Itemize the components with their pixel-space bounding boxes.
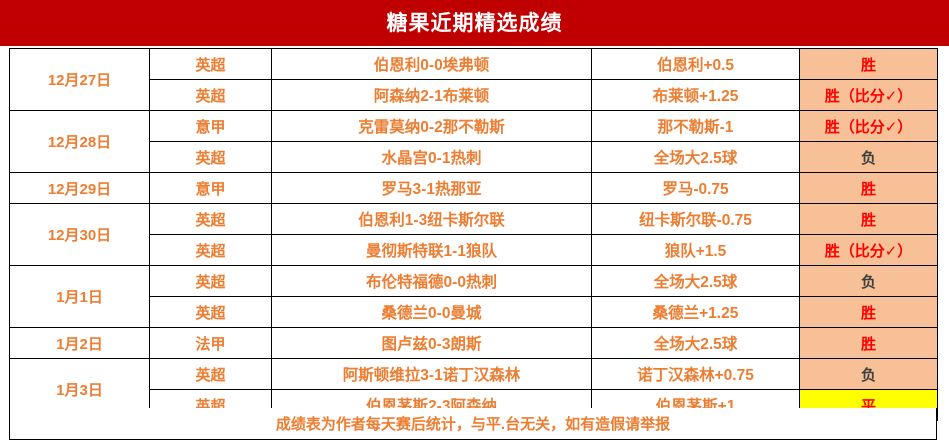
table-row: 1月2日 法甲 图卢兹0-3朗斯 全场大2.5球胜 (9, 327, 938, 359)
cell-match: 桑德兰0-0曼城 (271, 296, 592, 328)
cell-league: 英超 (149, 234, 272, 266)
cell-league: 英超 (149, 265, 272, 297)
footer-note: 成绩表为作者每天赛后统计，与平.台无关，如有造假请举报 (9, 408, 937, 440)
cell-match: 罗马3-1热那亚 (271, 172, 592, 204)
cell-league: 英超 (149, 141, 272, 173)
table-row: 1月3日 英超 阿斯顿维拉3-1诺丁汉森林 诺丁汉森林+0.75 负 (9, 358, 938, 421)
table-row: 英超 曼彻斯特联1-1狼队 狼队+1.5 胜（比分✓） (10, 234, 938, 266)
cell-league: 英超 (149, 48, 272, 80)
cell-match: 布伦特福德0-0热刺 (271, 265, 592, 297)
cell-match: 克雷莫纳0-2那不勒斯 (271, 110, 592, 142)
cell-league: 英超 (149, 358, 272, 390)
cell-result: 胜 (799, 172, 938, 204)
cell-handicap: 罗马-0.75 (591, 172, 800, 204)
cell-result: 胜 (799, 48, 938, 80)
cell-date: 1月1日 (9, 265, 150, 328)
cell-result: 负 (799, 358, 938, 390)
cell-date: 12月30日 (9, 203, 150, 266)
cell-result: 负 (799, 141, 938, 173)
cell-handicap: 纽卡斯尔联-0.75 (591, 203, 800, 235)
cell-match: 阿斯顿维拉3-1诺丁汉森林 (271, 358, 592, 390)
cell-handicap: 全场大2.5球 (591, 141, 800, 173)
cell-date: 1月2日 (9, 327, 150, 359)
cell-result: 胜（比分✓） (799, 110, 938, 142)
cell-league: 意甲 (149, 172, 272, 204)
results-table: 12月27日 英超 伯恩利0-0埃弗顿 伯恩利+0.5 胜英超 阿森纳2-1布莱顿 布莱顿+… (9, 48, 938, 421)
cell-result: 胜 (799, 203, 938, 235)
cell-result: 胜（比分✓） (799, 234, 938, 266)
cell-handicap: 伯恩利+0.5 (591, 48, 800, 80)
cell-match: 伯恩利1-3纽卡斯尔联 (271, 203, 592, 235)
cell-match: 阿森纳2-1布莱顿 (271, 79, 592, 111)
cell-result: 胜（比分✓） (799, 79, 938, 111)
cell-handicap: 那不勒斯-1 (591, 110, 800, 142)
cell-handicap: 狼队+1.5 (591, 234, 800, 266)
footer-note-text: 成绩表为作者每天赛后统计，与平.台无关，如有造假请举报 (275, 416, 671, 433)
results-table-body: 12月27日 英超 伯恩利0-0埃弗顿 伯恩利+0.5 胜英超 阿森纳2-1布莱顿 布莱顿+… (9, 48, 938, 421)
cell-league: 英超 (149, 203, 272, 235)
cell-date: 12月29日 (9, 172, 150, 204)
page-title: 糖果近期精选成绩 (386, 11, 563, 35)
table-row: 英超 阿森纳2-1布莱顿 布莱顿+1.25 胜（比分✓） (10, 79, 938, 111)
cell-league: 英超 (149, 79, 272, 111)
table-row: 12月29日 意甲 罗马3-1热那亚 罗马-0.75 胜 (9, 172, 938, 204)
cell-date: 12月28日 (9, 110, 150, 173)
cell-handicap: 布莱顿+1.25 (591, 79, 800, 111)
table-row: 1月1日 英超 布伦特福德0-0热刺 全场大2.5球负 (9, 265, 938, 328)
cell-result: 胜 (799, 296, 938, 328)
cell-result: 胜 (799, 327, 938, 359)
title-banner: 糖果近期精选成绩 (0, 0, 949, 46)
cell-match: 水晶宫0-1热刺 (271, 141, 592, 173)
table-row: 英超 水晶宫0-1热刺 全场大2.5球负 (10, 141, 938, 173)
table-row: 英超 桑德兰0-0曼城 桑德兰+1.25 胜 (10, 296, 938, 328)
cell-handicap: 诺丁汉森林+0.75 (591, 358, 800, 390)
cell-handicap: 全场大2.5球 (591, 265, 800, 297)
cell-league: 意甲 (149, 110, 272, 142)
cell-handicap: 全场大2.5球 (591, 327, 800, 359)
table-row: 12月30日 英超 伯恩利1-3纽卡斯尔联 纽卡斯尔联-0.75 胜 (9, 203, 938, 266)
cell-league: 英超 (149, 296, 272, 328)
cell-match: 伯恩利0-0埃弗顿 (271, 48, 592, 80)
cell-match: 图卢兹0-3朗斯 (271, 327, 592, 359)
table-row: 12月27日 英超 伯恩利0-0埃弗顿 伯恩利+0.5 胜 (9, 48, 938, 111)
cell-handicap: 桑德兰+1.25 (591, 296, 800, 328)
cell-result: 负 (799, 265, 938, 297)
table-row: 12月28日 意甲 克雷莫纳0-2那不勒斯 那不勒斯-1 胜（比分✓） (9, 110, 938, 173)
cell-date: 12月27日 (9, 48, 150, 111)
cell-match: 曼彻斯特联1-1狼队 (271, 234, 592, 266)
cell-league: 法甲 (149, 327, 272, 359)
